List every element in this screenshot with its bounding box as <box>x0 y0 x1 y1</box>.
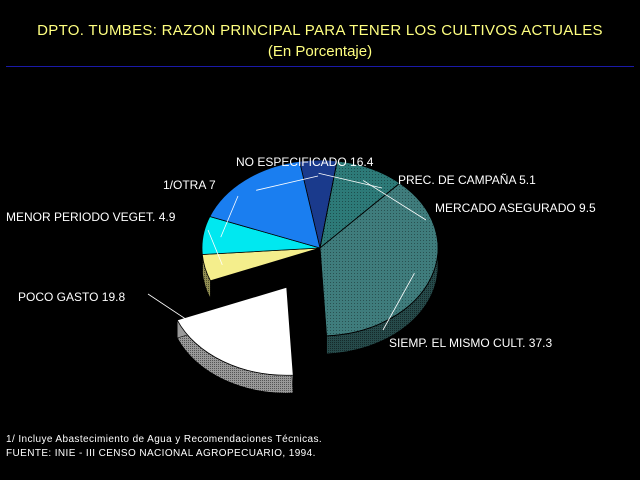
slice-label-7: NO ESPECIFICADO 16.4 <box>236 155 374 169</box>
pie-labels: PREC. DE CAMPAÑA 5.1 MERCADO ASEGURADO 9.… <box>6 155 596 350</box>
leader-line-7 <box>256 175 319 191</box>
slice-label-3: SIEMP. EL MISMO CULT. 37.3 <box>389 336 552 350</box>
slice-label-4: POCO GASTO 19.8 <box>18 290 125 304</box>
leader-line-6 <box>220 195 239 238</box>
footnote: 1/ Incluye Abastecimiento de Agua y Reco… <box>6 434 323 445</box>
slice-label-5: MENOR PERIODO VEGET. 4.9 <box>6 210 176 224</box>
source-note: FUENTE: INIE - III CENSO NACIONAL AGROPE… <box>6 448 316 459</box>
slice-label-6: 1/OTRA 7 <box>163 178 216 192</box>
pie-leaders <box>147 172 427 351</box>
chart-title: DPTO. TUMBES: RAZON PRINCIPAL PARA TENER… <box>37 22 603 39</box>
pie-slice-texture-3 <box>319 182 439 337</box>
pie-slice-7 <box>209 160 321 249</box>
chart-subtitle: (En Porcentaje) <box>267 43 373 60</box>
slice-label-2: MERCADO ASEGURADO 9.5 <box>435 201 596 215</box>
pie-slice-4 <box>176 286 294 376</box>
leader-line-4 <box>147 293 234 351</box>
slice-label-1: PREC. DE CAMPAÑA 5.1 <box>398 173 536 187</box>
leader-line-3 <box>382 273 415 331</box>
leader-line-5 <box>207 229 223 266</box>
pie-tops <box>176 159 439 376</box>
leader-line-2 <box>362 180 427 221</box>
title-divider <box>6 66 634 67</box>
